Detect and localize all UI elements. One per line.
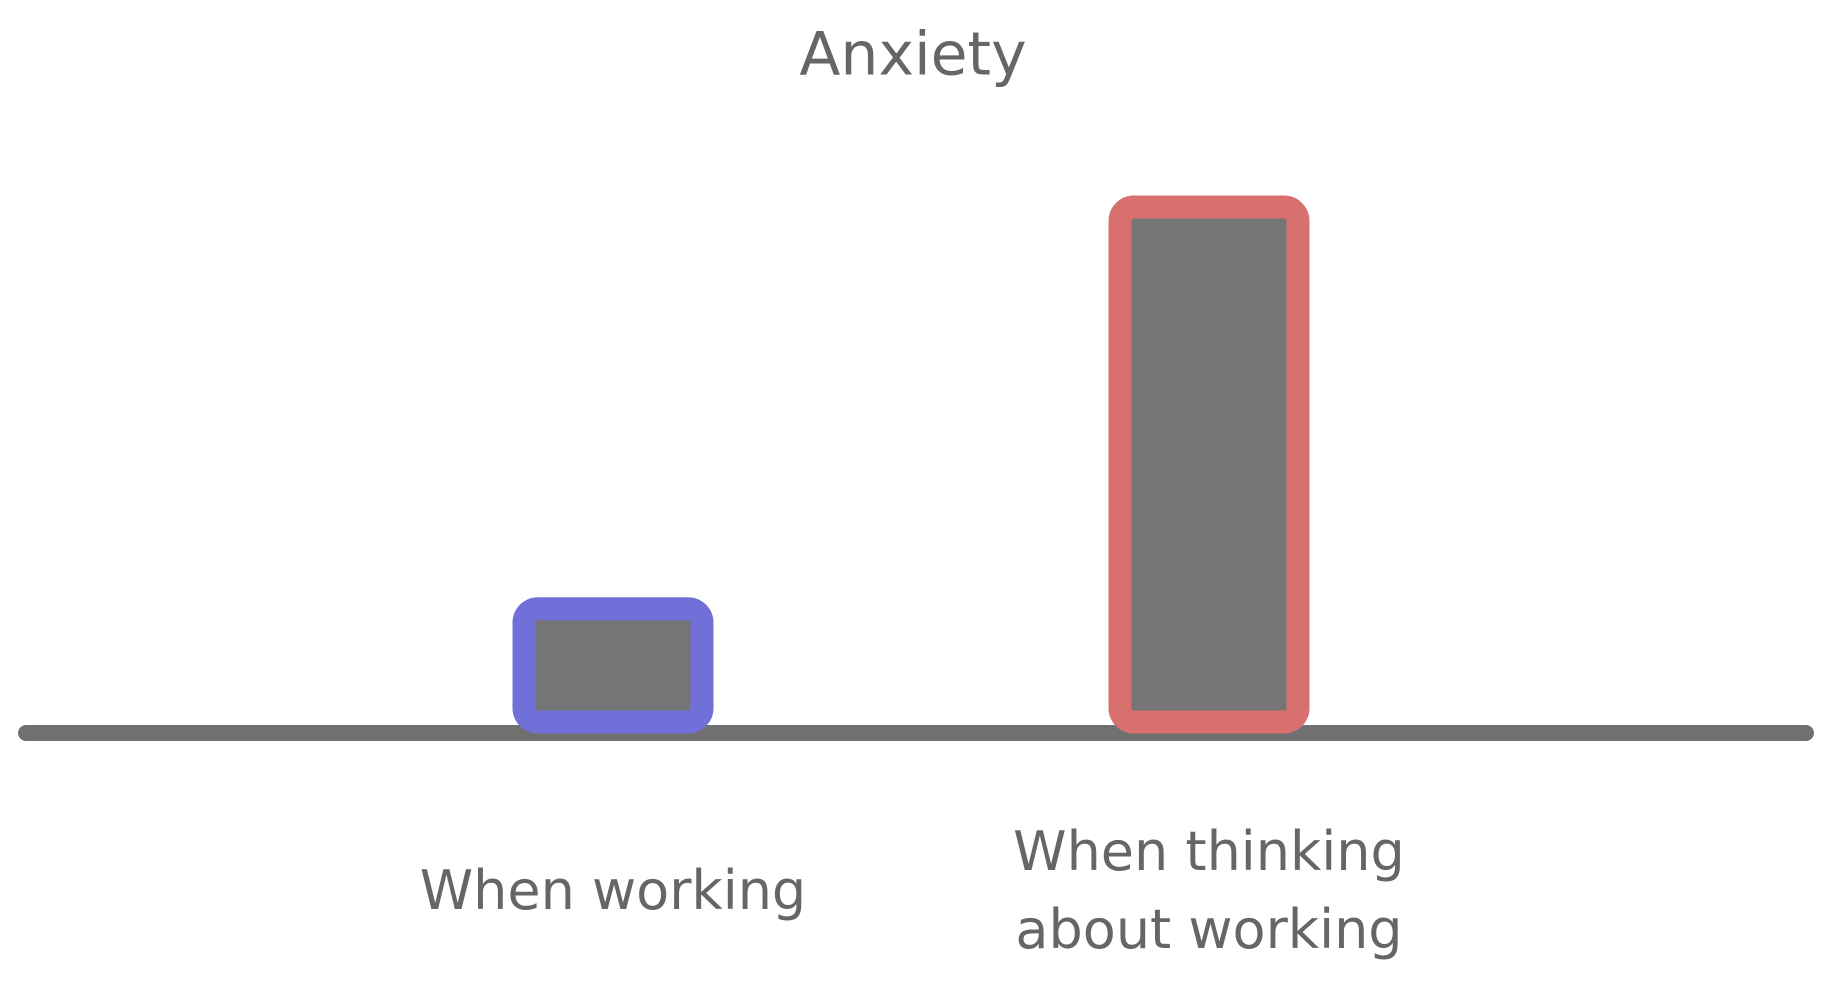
chart-title: Anxiety [799, 20, 1026, 90]
x-tick-label: When thinking about working [1013, 820, 1405, 961]
x-tick-label: When working [419, 859, 807, 922]
bar [1108, 195, 1310, 734]
bar [512, 597, 714, 734]
